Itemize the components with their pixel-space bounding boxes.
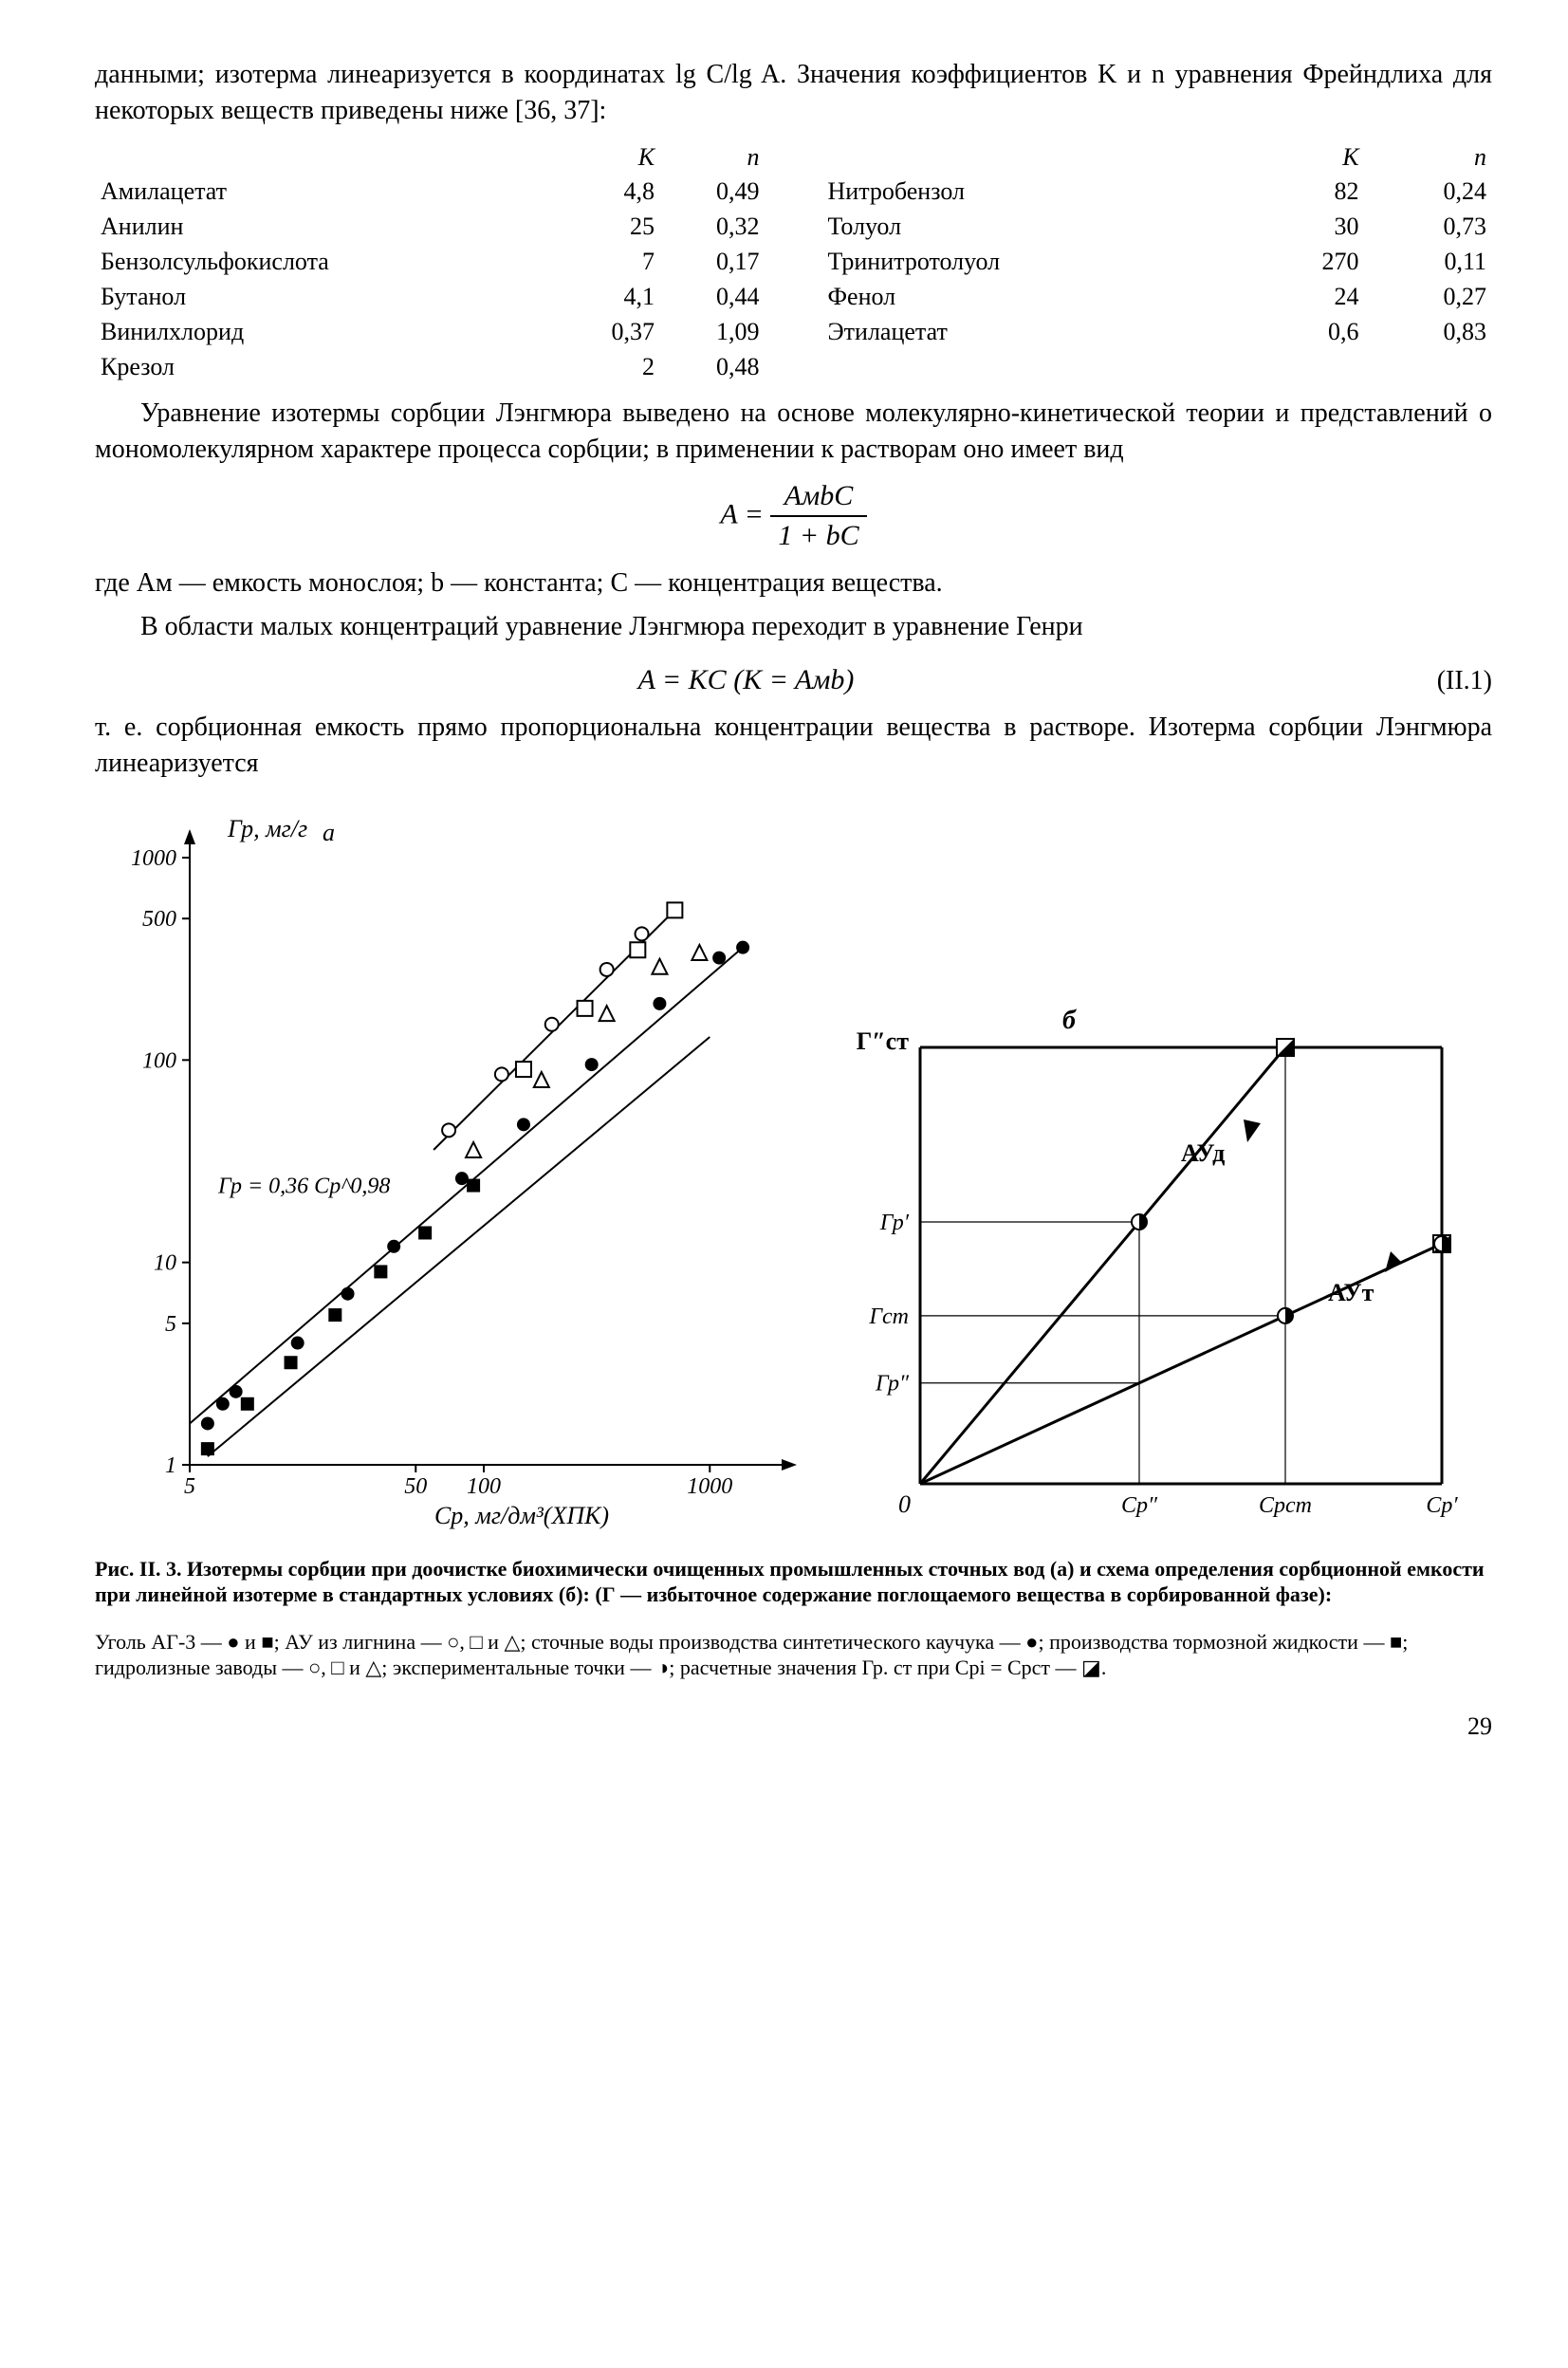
svg-text:Срст: Срст — [1259, 1493, 1312, 1518]
svg-text:50: 50 — [404, 1474, 427, 1499]
col-n: n — [660, 140, 765, 174]
table-row: Винилхлорид0,371,09 — [95, 314, 766, 349]
col-n: n — [1365, 140, 1492, 174]
table-row: Нитробензол820,24 — [822, 174, 1493, 209]
svg-text:5: 5 — [184, 1474, 195, 1499]
linearize-paragraph: т. е. сорбционная емкость прямо пропорци… — [95, 710, 1492, 782]
svg-text:500: 500 — [142, 907, 176, 932]
table-row: Бензолсульфокислота70,17 — [95, 244, 766, 279]
table-row: Этилацетат0,60,83 — [822, 314, 1493, 349]
chart-a-loglog: 151010050010005501001000Гр, мг/гаСр, мг/… — [95, 801, 797, 1541]
svg-text:АУт: АУт — [1328, 1279, 1374, 1306]
coefficients-table: K n Амилацетат4,80,49Анилин250,32Бензолс… — [95, 140, 1492, 385]
svg-text:100: 100 — [467, 1474, 501, 1499]
henry-paragraph: В области малых концентраций уравнение Л… — [95, 609, 1492, 645]
figure-legend: Уголь АГ-3 — ● и ■; АУ из лигнина — ○, □… — [95, 1629, 1492, 1681]
col-K: K — [1251, 140, 1364, 174]
svg-text:Гст: Гст — [868, 1304, 909, 1328]
svg-text:0: 0 — [898, 1490, 911, 1518]
col-K: K — [556, 140, 660, 174]
svg-text:Гр = 0,36 Ср^0,98: Гр = 0,36 Ср^0,98 — [217, 1174, 390, 1198]
svg-text:Г″ст: Г″ст — [857, 1027, 909, 1055]
svg-text:10: 10 — [154, 1250, 176, 1275]
table-row: Анилин250,32 — [95, 209, 766, 244]
table-row: Толуол300,73 — [822, 209, 1493, 244]
langmuir-paragraph: Уравнение изотермы сорбции Лэнгмюра выве… — [95, 396, 1492, 468]
svg-text:Ср′: Ср′ — [1426, 1493, 1458, 1518]
svg-text:Гр′: Гр′ — [879, 1211, 910, 1235]
page-number: 29 — [95, 1710, 1492, 1743]
table-row: Амилацетат4,80,49 — [95, 174, 766, 209]
table-row: Бутанол4,10,44 — [95, 279, 766, 314]
henry-equation: A = KC (K = Aмb) (II.1) — [95, 652, 1492, 710]
svg-text:1000: 1000 — [131, 846, 176, 871]
table-row: Тринитротолуол2700,11 — [822, 244, 1493, 279]
svg-text:АУд: АУд — [1181, 1139, 1225, 1167]
svg-text:Гр″: Гр″ — [875, 1371, 910, 1396]
svg-text:1: 1 — [165, 1453, 176, 1478]
svg-text:Ср″: Ср″ — [1121, 1493, 1158, 1518]
where-paragraph: где Aм — емкость монослоя; b — константа… — [95, 565, 1492, 601]
chart-b-schematic: Г″ст 0 б Гст Гр″ Гр′ Ср″ Срст Ср′ АУд АУт — [835, 990, 1480, 1541]
intro-paragraph: данными; изотерма линеаризуется в коорди… — [95, 57, 1492, 129]
table-row: Крезол20,48 — [95, 349, 766, 384]
langmuir-equation: A = AмbC 1 + bC — [95, 477, 1492, 556]
svg-text:б: б — [1062, 1006, 1077, 1035]
svg-text:Ср, мг/дм³(ХПК): Ср, мг/дм³(ХПК) — [434, 1502, 609, 1529]
table-row: Фенол240,27 — [822, 279, 1493, 314]
svg-text:Гр, мг/г: Гр, мг/г — [227, 815, 307, 842]
svg-text:5: 5 — [165, 1311, 176, 1336]
figure-caption: Рис. II. 3. Изотермы сорбции при доочист… — [95, 1556, 1492, 1608]
svg-text:100: 100 — [142, 1048, 176, 1073]
svg-text:а: а — [323, 819, 335, 846]
svg-text:1000: 1000 — [687, 1474, 732, 1499]
